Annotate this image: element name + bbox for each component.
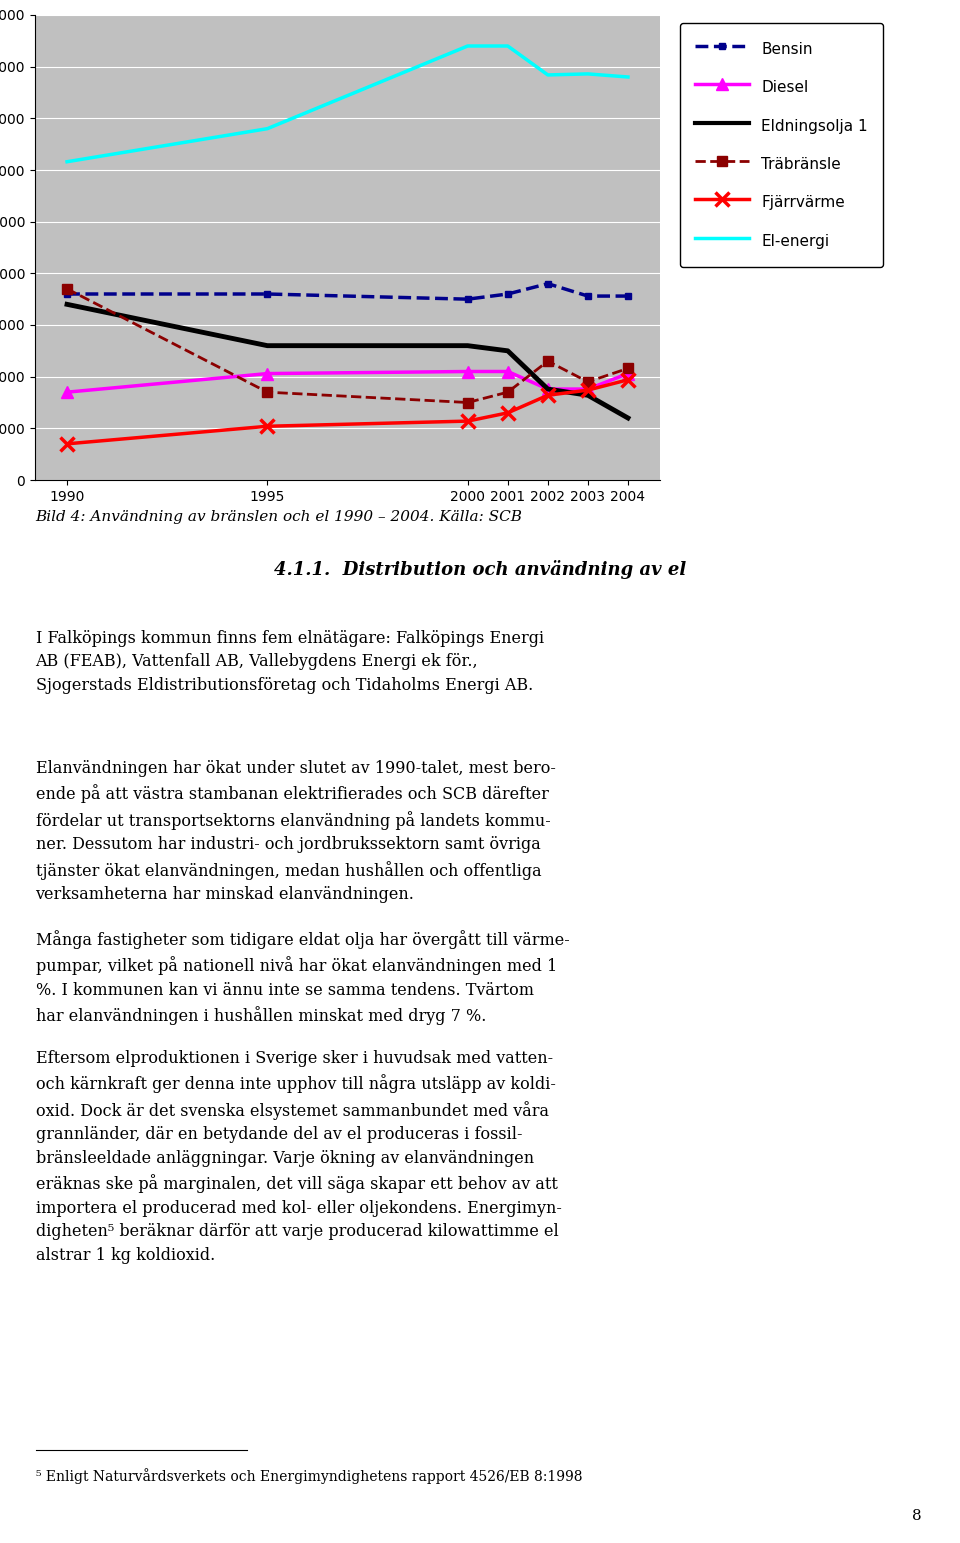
Text: 4.1.1.  Distribution och användning av el: 4.1.1. Distribution och användning av el — [274, 560, 686, 579]
Text: Eftersom elproduktionen i Sverige sker i huvudsak med vatten-
och kärnkraft ger : Eftersom elproduktionen i Sverige sker i… — [36, 1049, 562, 1264]
Text: ⁵ Enligt Naturvårdsverkets och Energimyndighetens rapport 4526/EB 8:1998: ⁵ Enligt Naturvårdsverkets och Energimyn… — [36, 1467, 582, 1484]
Text: I Falköpings kommun finns fem elnätägare: Falköpings Energi
AB (FEAB), Vattenfal: I Falköpings kommun finns fem elnätägare… — [36, 630, 543, 694]
Text: Många fastigheter som tidigare eldat olja har övergått till värme-
pumpar, vilke: Många fastigheter som tidigare eldat olj… — [36, 930, 569, 1025]
Text: Bild 4: Användning av bränslen och el 1990 – 2004. Källa: SCB: Bild 4: Användning av bränslen och el 19… — [36, 511, 522, 525]
Text: Elanvändningen har ökat under slutet av 1990-talet, mest bero-
ende på att västr: Elanvändningen har ökat under slutet av … — [36, 761, 556, 903]
Legend: Bensin, Diesel, Eldningsolja 1, Träbränsle, Fjärrvärme, El-energi: Bensin, Diesel, Eldningsolja 1, Träbräns… — [680, 23, 883, 267]
Text: 8: 8 — [912, 1509, 922, 1523]
